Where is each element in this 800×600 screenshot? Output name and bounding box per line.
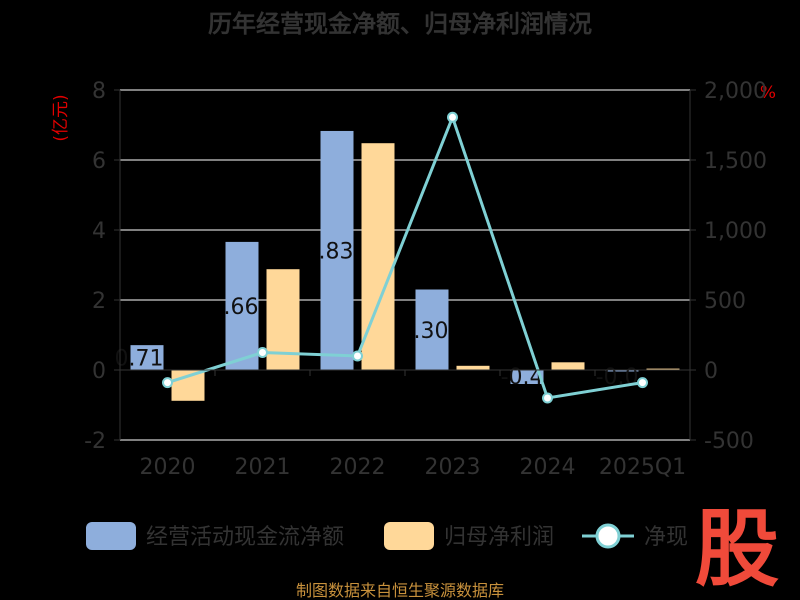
- x-tick-label: 2024: [520, 455, 576, 480]
- x-tick-label: 2023: [425, 455, 481, 480]
- right-tick-label: 1,000: [704, 219, 767, 244]
- left-tick-label: -2: [84, 429, 106, 454]
- bar-data-label: .30: [414, 319, 449, 344]
- bar-netprofit: [646, 368, 680, 371]
- x-tick-label: 2021: [235, 455, 291, 480]
- left-tick-label: 6: [92, 149, 106, 174]
- chart-title: 历年经营现金净额、归母净利润情况: [208, 10, 592, 38]
- bar-cashflow: [605, 370, 639, 372]
- legend-swatch-netprofit: [384, 522, 434, 550]
- x-tick-label: 2022: [330, 455, 386, 480]
- right-tick-label: 2,000: [704, 79, 767, 104]
- bar-netprofit: [456, 365, 490, 370]
- bar-cashflow: [130, 345, 164, 370]
- legend-swatch-cashflow: [86, 522, 136, 550]
- bar-labels-layer: 0.71.66.83.30-0.4 -0.0: [115, 239, 639, 390]
- stock-stamp-logo: 股: [695, 500, 779, 593]
- data-source: 制图数据来自恒生聚源数据库: [296, 581, 504, 600]
- left-tick-label: 8: [92, 79, 106, 104]
- bar-cashflow: [320, 130, 354, 370]
- axes-layer: 8 6 4 2 0 -2 2,000 1,500 1,000 500 0 -500 2020 2021 20…: [84, 79, 767, 480]
- legend-swatch-line-marker: [595, 523, 621, 549]
- left-axis-unit: (亿元): [51, 94, 71, 141]
- right-tick-label: 500: [704, 289, 746, 314]
- stamp-glyph: 股: [695, 500, 779, 593]
- right-tick-label: -500: [704, 429, 754, 454]
- x-tick-label: 2020: [140, 455, 196, 480]
- right-tick-label: 1,500: [704, 149, 767, 174]
- bar-cashflow: [225, 241, 259, 370]
- line-point: [162, 377, 173, 389]
- bar-cashflow: [510, 370, 544, 384]
- right-tick-label: 0: [704, 359, 718, 384]
- left-tick-label: 0: [92, 359, 106, 384]
- x-tick-label: 2025Q1: [599, 455, 686, 480]
- bar-data-label: .66: [224, 295, 259, 320]
- line-point: [542, 392, 553, 404]
- left-tick-label: 2: [92, 289, 106, 314]
- line-point: [447, 111, 458, 123]
- line-layer: [162, 111, 648, 404]
- right-axis-unit: %: [760, 83, 776, 103]
- line-point: [637, 377, 648, 389]
- line-point: [352, 350, 363, 362]
- legend-label-cashflow: 经营活动现金流净额: [146, 525, 344, 550]
- bar-data-label: 0.71: [115, 347, 164, 372]
- net-cash-ratio-line: [167, 112, 643, 400]
- legend-label-line: 净现: [644, 525, 688, 550]
- bar-cashflow: [415, 289, 449, 370]
- bar-netprofit: [551, 362, 585, 370]
- bars-layer: [130, 130, 680, 401]
- left-tick-label: 4: [92, 219, 106, 244]
- line-point: [257, 347, 268, 358]
- legend-label-netprofit: 归母净利润: [444, 525, 554, 550]
- bar-data-label: .83: [319, 239, 354, 264]
- legend: 经营活动现金流净额 归母净利润 净现: [86, 522, 688, 550]
